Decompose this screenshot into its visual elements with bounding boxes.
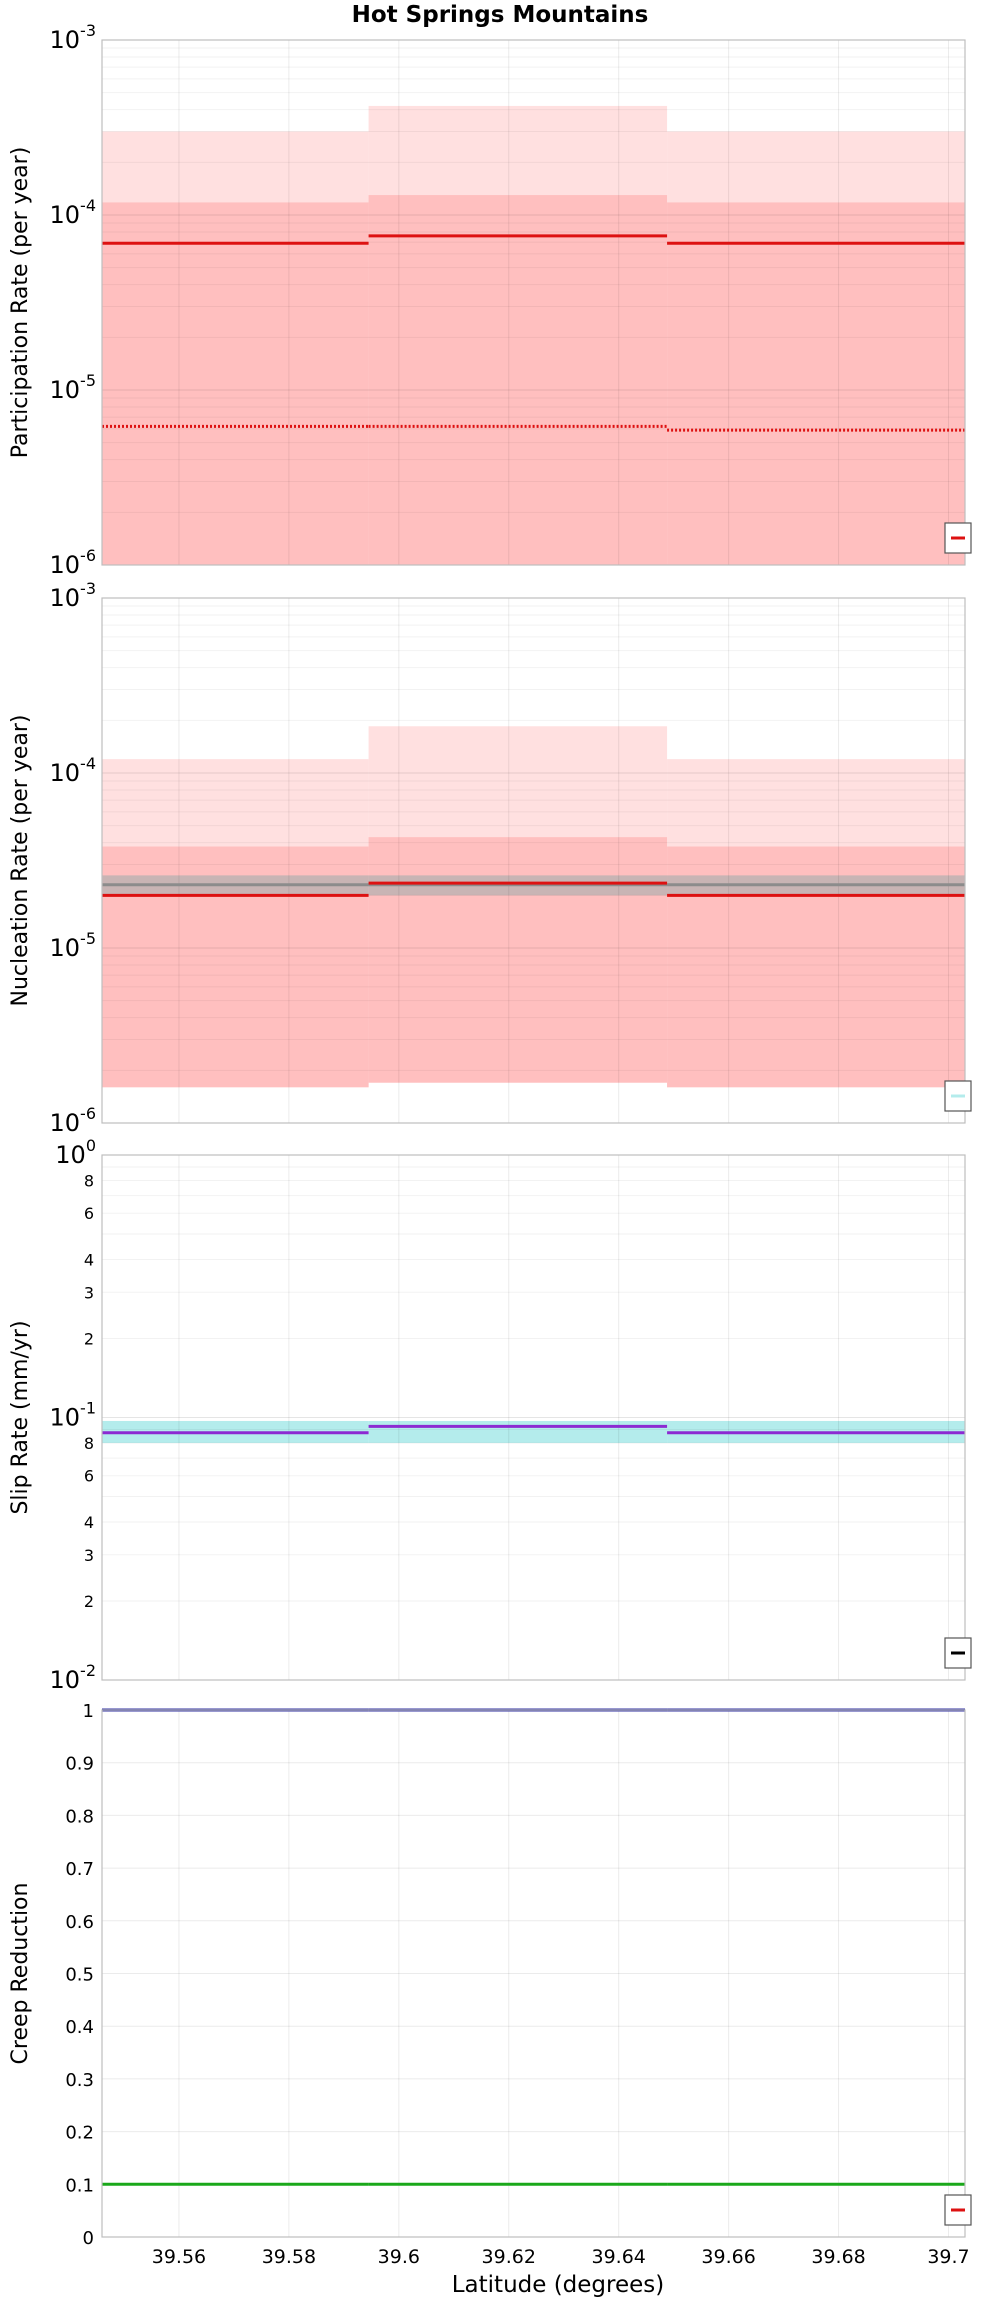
plot-area [102, 1710, 965, 2237]
y-tick-label: 0.2 [65, 2123, 94, 2144]
plot-frame [101, 597, 966, 1124]
panel-3: 10-2 10-1 100 2 3 4 6 8 2 3 4 6 8 Slip Rate (mm/yr) [8, 1136, 972, 1694]
y-minor-tick-label: 2 [84, 1592, 94, 1611]
y-tick-label: 0.7 [65, 1859, 94, 1880]
y-minor-tick-label: 8 [84, 1171, 94, 1190]
x-tick-label: 39.68 [811, 2246, 865, 2268]
band-2-segment-2 [368, 195, 668, 565]
y-tick-label: 1 [83, 1701, 94, 1722]
y-tick-label: 10-4 [50, 196, 97, 229]
y-axis-label: Slip Rate (mm/yr) [8, 1320, 33, 1514]
band-1-segment-2 [368, 1420, 668, 1443]
y-tick-label: 0 [83, 2228, 94, 2249]
x-tick-label: 39.62 [482, 2246, 536, 2268]
y-tick-label: 0.5 [65, 1965, 94, 1986]
plot-frame [101, 39, 966, 566]
y-tick-label: 10-5 [50, 929, 97, 962]
y-tick-label: 0.8 [65, 1806, 94, 1827]
plot-area [102, 1155, 965, 1680]
y-tick-label: 0.6 [65, 1912, 94, 1933]
x-tick-label: 39.56 [152, 2246, 206, 2268]
y-tick-label: 10-2 [50, 1661, 97, 1694]
y-minor-tick-label: 4 [84, 1250, 94, 1269]
y-axis-label: Participation Rate (per year) [8, 147, 33, 459]
x-tick-label: 39.64 [591, 2246, 645, 2268]
x-axis-label: Latitude (degrees) [452, 2272, 665, 2298]
y-tick-label: 10-5 [50, 371, 97, 404]
y-minor-tick-label: 8 [84, 1434, 94, 1453]
x-tick-label: 39.7 [927, 2246, 969, 2268]
y-tick-label: 100 [55, 1136, 96, 1169]
figure-title: Hot Springs Mountains [352, 2, 649, 28]
x-tick-label: 39.66 [701, 2246, 755, 2268]
band-2-segment-3 [667, 202, 965, 565]
x-tick-label: 39.58 [262, 2246, 316, 2268]
y-axis-label: Nucleation Rate (per year) [8, 715, 33, 1007]
y-tick-label: 0.9 [65, 1754, 94, 1775]
legend-box [944, 1080, 972, 1112]
y-minor-tick-label: 6 [84, 1204, 94, 1223]
band-2-segment-1 [102, 202, 369, 565]
y-tick-label: 10-3 [50, 579, 97, 612]
x-tick-label: 39.6 [378, 2246, 420, 2268]
panel-1: 10-6 10-5 10-4 10-3 Participation Rate (per … [8, 21, 972, 579]
legend-box [944, 2194, 972, 2226]
y-minor-tick-label: 3 [84, 1546, 94, 1565]
y-tick-label: 0.1 [65, 2175, 94, 2196]
y-tick-label: 0.4 [65, 2017, 94, 2038]
y-tick-label: 10-6 [50, 1104, 97, 1137]
y-minor-tick-label: 6 [84, 1467, 94, 1486]
y-minor-tick-label: 3 [84, 1283, 94, 1302]
plot-frame [101, 1154, 966, 1681]
y-tick-label: 10-6 [50, 546, 97, 579]
band-2-segment-2 [368, 837, 668, 1083]
y-tick-label: 10-1 [50, 1399, 97, 1432]
y-tick-label: 10-3 [50, 21, 97, 54]
panel-2: 10-6 10-5 10-4 10-3 Nucleation Rate (per yea… [8, 579, 972, 1137]
y-axis-label: Creep Reduction [8, 1883, 33, 2065]
y-tick-label: 0.3 [65, 2070, 94, 2091]
y-minor-tick-label: 2 [84, 1329, 94, 1348]
panels: 10-6 10-5 10-4 10-3 Participation Rate (per … [8, 21, 972, 2268]
panel-4: 0 0.1 0.2 0.3 0.4 0.5 0.6 0.7 0.8 0.9 1 Creep Reduc… [8, 1701, 972, 2249]
plot-frame [101, 1709, 966, 2238]
y-tick-label: 10-4 [50, 754, 97, 787]
y-minor-tick-label: 4 [84, 1513, 94, 1532]
